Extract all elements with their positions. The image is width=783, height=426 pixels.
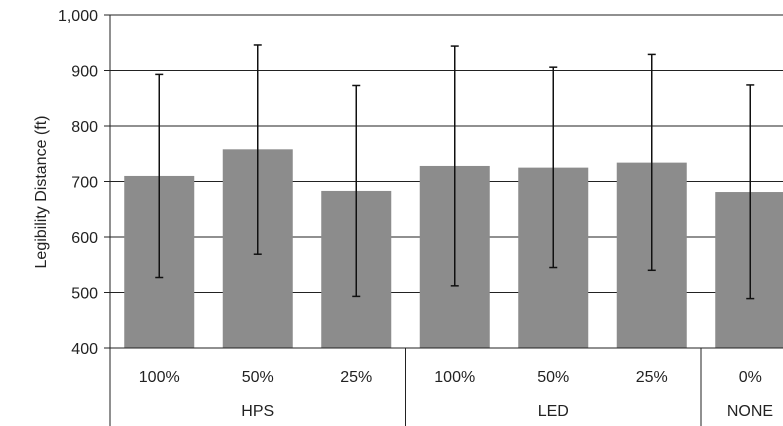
x-category-label: 100%	[434, 369, 475, 386]
x-group-label: HPS	[241, 403, 274, 420]
error-bars	[155, 44, 755, 300]
bars	[124, 149, 783, 348]
y-tick-label: 500	[71, 286, 98, 303]
x-category-label: 50%	[537, 369, 569, 386]
x-category-label: 25%	[636, 369, 668, 386]
y-tick-label: 900	[71, 64, 98, 81]
y-tick-label: 1,000	[58, 8, 98, 25]
x-group-label: LED	[538, 403, 569, 420]
y-tick-labels: 400 500 600 700 800 900 1,000	[58, 8, 98, 358]
bar	[715, 192, 783, 348]
x-category-label: 0%	[739, 369, 762, 386]
x-category-label: 25%	[340, 369, 372, 386]
y-tick-label: 700	[71, 175, 98, 192]
x-category-labels: 100% 50% 25% 100% 50% 25% 0%	[139, 369, 762, 386]
x-group-label: NONE	[727, 403, 773, 420]
y-axis-title: Legibility Distance (ft)	[33, 116, 50, 269]
x-category-label: 100%	[139, 369, 180, 386]
y-tick-label: 400	[71, 341, 98, 358]
y-tick-label: 800	[71, 119, 98, 136]
x-category-label: 50%	[242, 369, 274, 386]
y-tick-label: 600	[71, 230, 98, 247]
x-group-labels: HPS LED NONE	[241, 403, 773, 420]
axes	[104, 14, 783, 426]
